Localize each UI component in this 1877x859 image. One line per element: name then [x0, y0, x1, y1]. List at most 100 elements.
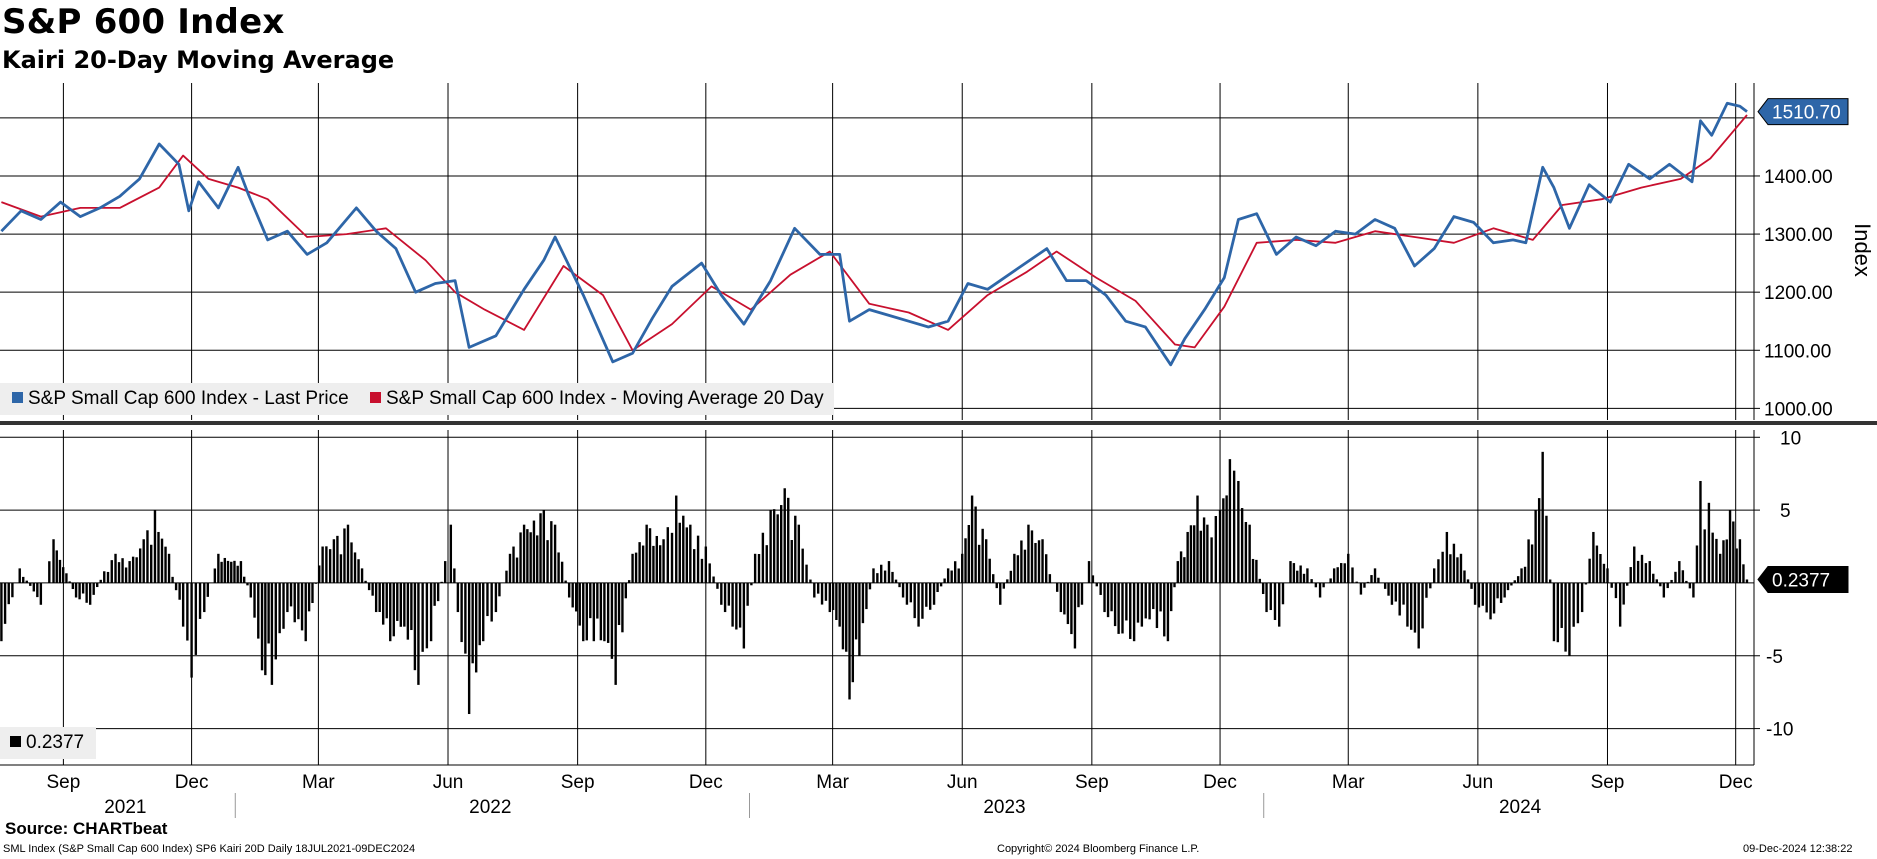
- kairi-bar: [297, 582, 300, 620]
- kairi-bar: [453, 568, 456, 583]
- kairi-bar: [307, 582, 311, 612]
- kairi-bar: [1681, 570, 1685, 583]
- source-note: Source: CHARTbeat: [5, 819, 168, 838]
- x-tick-label-month: Jun: [947, 772, 978, 793]
- kairi-bar: [999, 582, 1002, 605]
- x-tick-label-month: Sep: [1075, 772, 1109, 793]
- kairi-bar: [790, 539, 793, 583]
- kairi-bar: [567, 582, 571, 598]
- chart-title: S&P 600 Index: [2, 2, 285, 42]
- kairi-bar: [321, 546, 324, 583]
- kairi-bar: [157, 531, 160, 583]
- kairi-bar: [645, 524, 648, 583]
- kairi-bar: [150, 544, 153, 583]
- kairi-bar: [1576, 582, 1580, 624]
- kairi-bar: [246, 582, 249, 586]
- kairi-bar: [700, 558, 704, 583]
- kairi-bar: [1310, 579, 1313, 583]
- kairi-bar: [1580, 582, 1584, 613]
- kairi-bar: [675, 495, 678, 583]
- kairi-bar: [553, 524, 557, 583]
- kairi-bar: [425, 582, 429, 649]
- kairi-bar: [1560, 582, 1563, 628]
- kairi-bar: [1202, 517, 1206, 583]
- kairi-bar: [85, 582, 88, 603]
- kairi-bar: [117, 562, 121, 583]
- kairi-bar: [226, 560, 230, 583]
- kairi-bar: [314, 582, 318, 584]
- kairi-bar: [1336, 567, 1339, 583]
- legend-swatch-kairi: [10, 736, 21, 747]
- legend-swatch-price: [12, 392, 23, 403]
- kairi-bar: [282, 582, 285, 629]
- kairi-bar: [835, 582, 838, 621]
- kairi-bar: [128, 561, 131, 583]
- kairi-bar: [1296, 570, 1299, 583]
- kairi-bar: [898, 582, 901, 588]
- kairi-bar: [396, 582, 399, 621]
- panel-separator: [0, 421, 1877, 425]
- kairi-bar: [1496, 582, 1499, 599]
- kairi-bar: [809, 579, 812, 583]
- kairi-bar: [1707, 502, 1711, 583]
- kairi-bar: [1523, 566, 1527, 583]
- kairi-bar: [1728, 510, 1732, 583]
- kairi-bar: [1343, 563, 1346, 583]
- kairi-bar: [443, 561, 447, 583]
- kairi-bar: [11, 582, 14, 598]
- kairi-bar: [1359, 582, 1363, 595]
- kairi-bar: [486, 582, 489, 617]
- kairi-bar: [750, 582, 753, 586]
- kairi-bar: [1429, 582, 1432, 589]
- kairi-bar: [1163, 582, 1166, 637]
- kairi-bar: [550, 521, 553, 583]
- y-tick-label-top: 1300.00: [1764, 225, 1833, 246]
- kairi-bar: [1685, 580, 1688, 583]
- kairi-bar: [1402, 582, 1405, 605]
- kairi-bar: [1113, 582, 1117, 627]
- kairi-bar: [1034, 542, 1037, 583]
- kairi-bar: [278, 582, 281, 634]
- kairi-bar: [194, 582, 198, 655]
- kairi-bar: [1170, 582, 1173, 612]
- last-price-line: [0, 101, 1748, 367]
- kairi-bar: [939, 582, 943, 587]
- kairi-bar: [1103, 582, 1106, 613]
- kairi-bar: [536, 535, 539, 583]
- kairi-bar: [71, 582, 75, 590]
- legend-label-moving-average: S&P Small Cap 600 Index - Moving Average…: [385, 388, 824, 409]
- kairi-bar: [1633, 546, 1636, 583]
- kairi-bar: [1002, 582, 1005, 589]
- kairi-bar: [328, 549, 332, 583]
- kairi-bar: [1179, 551, 1183, 583]
- kairi-bar: [332, 539, 336, 583]
- legend-swatch-ma: [369, 392, 381, 403]
- kairi-bar: [794, 515, 797, 583]
- kairi-bar: [264, 582, 267, 676]
- kairi-bar: [738, 582, 742, 628]
- kairi-bar: [970, 495, 974, 583]
- kairi-bar: [1655, 579, 1658, 583]
- kairi-bar: [1144, 582, 1147, 619]
- kairi-bar: [1695, 545, 1699, 583]
- kairi-bar: [560, 561, 564, 583]
- kairi-bar: [831, 582, 835, 611]
- kairi-bar: [1087, 561, 1091, 583]
- kairi-bar: [304, 582, 307, 642]
- kairi-bar: [364, 580, 367, 583]
- kairi-bar: [467, 582, 471, 715]
- kairi-bar: [1545, 515, 1548, 583]
- kairi-bar: [103, 571, 106, 583]
- kairi-bar: [167, 553, 171, 583]
- kairi-bar: [634, 552, 638, 583]
- kairi-bar: [539, 513, 542, 583]
- kairi-bar: [1692, 582, 1695, 598]
- kairi-bar: [1463, 570, 1466, 583]
- kairi-bar: [1210, 537, 1213, 583]
- kairi-bar: [854, 582, 858, 640]
- kairi-bar: [32, 582, 36, 592]
- kairi-bar: [440, 581, 443, 583]
- y-tick-label-top: 1400.00: [1764, 167, 1833, 188]
- kairi-bar: [1659, 582, 1662, 587]
- kairi-bar: [723, 582, 727, 613]
